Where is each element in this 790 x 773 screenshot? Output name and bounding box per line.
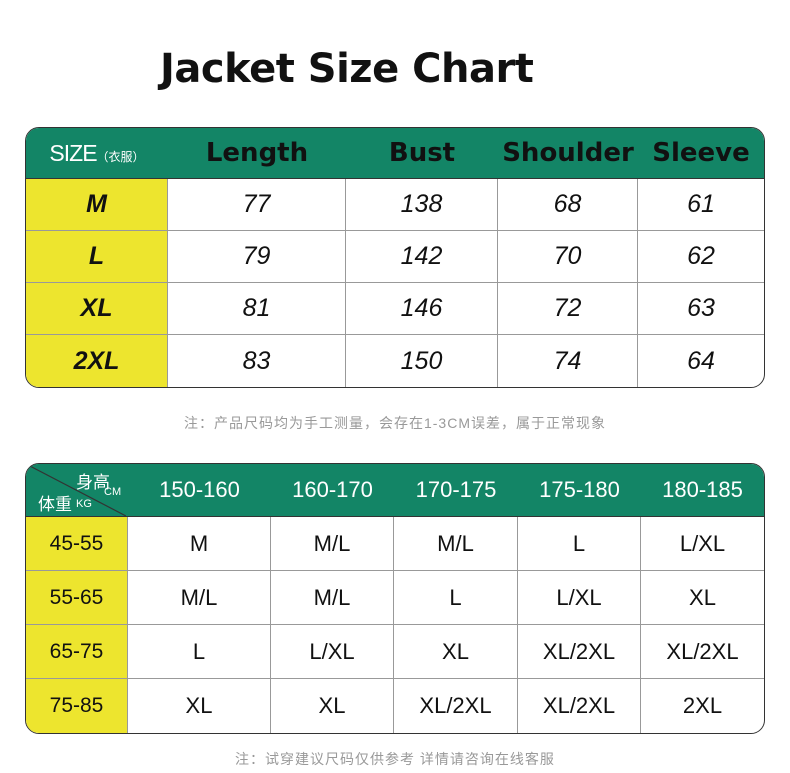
value-cell: 138 xyxy=(346,179,498,231)
page-title: Jacket Size Chart xyxy=(160,46,534,92)
table-row: 65-75 L L/XL XL XL/2XL XL/2XL xyxy=(26,625,764,679)
column-header: Length xyxy=(168,128,346,179)
value-cell: XL/2XL xyxy=(518,679,641,733)
header-row: 身高 CM 体重 KG 150-160 160-170 170-175 175-… xyxy=(26,464,764,517)
column-header: 170-175 xyxy=(394,464,518,517)
value-cell: 64 xyxy=(687,346,715,375)
table-row: M 77 138 68 61 xyxy=(26,179,764,231)
height-label: 身高 xyxy=(76,473,110,492)
column-header: 160-170 xyxy=(271,464,394,517)
value-cell: M/L xyxy=(271,571,394,625)
table-row: L 79 142 70 62 xyxy=(26,231,764,283)
value-cell: 2XL xyxy=(682,693,723,718)
measurement-note: 注：产品尺码均为手工测量，会存在1-3CM误差，属于正常现象 xyxy=(183,415,606,431)
column-header: 180-185 xyxy=(641,464,764,517)
column-header: 175-180 xyxy=(518,464,641,517)
value-cell: 72 xyxy=(498,283,638,335)
value-cell: 61 xyxy=(638,179,764,231)
size-cell: XL xyxy=(26,283,168,335)
value-cell: 63 xyxy=(638,283,764,335)
header-row: SIZE（衣服） Length Bust Shoulder Sleeve xyxy=(26,128,764,179)
garment-size-table: SIZE（衣服） Length Bust Shoulder Sleeve M 77… xyxy=(25,127,765,388)
value-cell: L xyxy=(394,571,518,625)
value-cell: XL/2XL xyxy=(641,625,764,679)
value-cell: 142 xyxy=(346,231,498,283)
value-cell: M/L xyxy=(128,571,271,625)
value-cell: L xyxy=(128,625,271,679)
value-cell: 68 xyxy=(498,179,638,231)
value-cell: L xyxy=(518,517,641,571)
value-cell: M xyxy=(128,517,271,571)
value-cell: 81 xyxy=(168,283,346,335)
size-cell: M xyxy=(26,179,168,231)
corner-header: 身高 CM 体重 KG xyxy=(26,464,128,517)
value-cell: XL xyxy=(128,679,271,733)
value-cell: M/L xyxy=(394,517,518,571)
value-cell: 70 xyxy=(498,231,638,283)
value-cell: L/XL xyxy=(518,571,641,625)
value-cell: XL/2XL xyxy=(518,625,641,679)
value-cell: L/XL xyxy=(641,517,764,571)
weight-cell: 65-75 xyxy=(26,625,128,679)
weight-cell: 45-55 xyxy=(26,517,128,571)
value-cell: M/L xyxy=(271,517,394,571)
size-sub-label: （衣服） xyxy=(96,149,145,164)
value-cell: XL/2XL xyxy=(394,679,518,733)
table-row: XL 81 146 72 63 xyxy=(26,283,764,335)
size-label: SIZE xyxy=(49,139,97,166)
column-header: Bust xyxy=(346,128,498,179)
weight-label: 体重 xyxy=(38,495,72,514)
value-cell: 62 xyxy=(638,231,764,283)
value-cell: 146 xyxy=(346,283,498,335)
value-cell: 150 xyxy=(346,335,498,387)
table-row: 2XL 83 150 74 64 xyxy=(26,335,764,387)
weight-cell: 55-65 xyxy=(26,571,128,625)
value-cell: 83 xyxy=(168,335,346,387)
value-cell: 79 xyxy=(168,231,346,283)
weight-cell: 75-85 xyxy=(26,679,128,733)
fit-recommendation-table: 身高 CM 体重 KG 150-160 160-170 170-175 175-… xyxy=(25,463,765,734)
table-row: 75-85 XL XL XL/2XL XL/2XL 2XL xyxy=(26,679,764,733)
table-row: 55-65 M/L M/L L L/XL XL xyxy=(26,571,764,625)
value-cell: 77 xyxy=(168,179,346,231)
value-cell: 74 xyxy=(498,335,638,387)
value-cell: XL xyxy=(641,571,764,625)
height-unit: CM xyxy=(104,486,122,498)
value-cell: L/XL xyxy=(271,625,394,679)
value-cell: XL xyxy=(271,679,394,733)
value-cell: XL xyxy=(394,625,518,679)
fit-note: 注：试穿建议尺码仅供参考 详情请咨询在线客服 xyxy=(235,751,555,767)
size-cell: 2XL xyxy=(26,335,168,387)
diagonal-divider xyxy=(26,464,126,516)
size-header: SIZE（衣服） xyxy=(26,128,168,179)
column-header: Sleeve xyxy=(638,128,764,179)
weight-unit: KG xyxy=(76,498,92,510)
size-cell: L xyxy=(26,231,168,283)
table-row: 45-55 M M/L M/L L L/XL xyxy=(26,517,764,571)
column-header: Shoulder xyxy=(498,128,638,179)
column-header: 150-160 xyxy=(128,464,271,517)
